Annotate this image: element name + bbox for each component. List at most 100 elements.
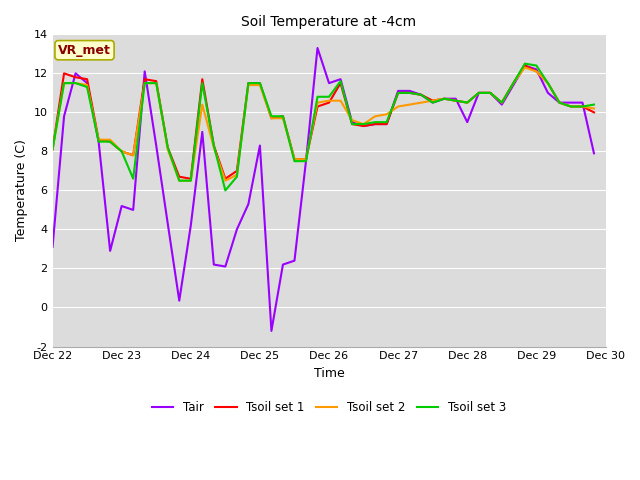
Tsoil set 1 xyxy=(371,121,379,127)
Tsoil set 2 xyxy=(129,153,137,158)
Line: Tsoil set 1: Tsoil set 1 xyxy=(52,66,594,179)
Tsoil set 3 xyxy=(486,90,494,96)
Tsoil set 2 xyxy=(544,80,552,86)
Tsoil set 1 xyxy=(187,176,195,181)
Tsoil set 1 xyxy=(429,98,436,104)
Tsoil set 1 xyxy=(544,80,552,86)
Tsoil set 2 xyxy=(556,100,563,106)
Tair xyxy=(567,100,575,106)
Tsoil set 2 xyxy=(152,80,160,86)
Tsoil set 2 xyxy=(268,115,275,121)
Tsoil set 3 xyxy=(348,121,356,127)
Tsoil set 1 xyxy=(49,146,56,152)
Tsoil set 1 xyxy=(233,168,241,174)
Tair xyxy=(486,90,494,96)
Tair xyxy=(233,227,241,232)
Tair xyxy=(475,90,483,96)
Tair xyxy=(429,100,436,106)
Tsoil set 1 xyxy=(198,76,206,82)
Tair xyxy=(83,80,91,86)
Tsoil set 1 xyxy=(440,96,448,102)
Tair xyxy=(175,298,183,303)
Tsoil set 3 xyxy=(325,94,333,100)
Tair xyxy=(164,221,172,227)
Tair xyxy=(394,88,402,94)
Tsoil set 2 xyxy=(314,100,321,106)
Tsoil set 1 xyxy=(164,144,172,150)
Tsoil set 3 xyxy=(152,80,160,86)
Tsoil set 2 xyxy=(521,65,529,71)
Tair xyxy=(152,143,160,148)
Tsoil set 1 xyxy=(406,90,413,96)
Tsoil set 1 xyxy=(60,71,68,76)
Tsoil set 2 xyxy=(440,96,448,102)
Tsoil set 3 xyxy=(498,100,506,106)
Tsoil set 1 xyxy=(452,98,460,104)
Tair xyxy=(532,67,540,72)
Tsoil set 2 xyxy=(95,137,102,143)
Tsoil set 1 xyxy=(360,123,367,129)
Tsoil set 3 xyxy=(463,100,471,106)
Tair xyxy=(198,129,206,135)
Tair xyxy=(49,244,56,250)
Tsoil set 3 xyxy=(72,80,79,86)
Tsoil set 1 xyxy=(95,137,102,143)
Tair xyxy=(440,96,448,102)
Tsoil set 1 xyxy=(532,69,540,74)
Tsoil set 2 xyxy=(141,80,148,86)
Line: Tsoil set 2: Tsoil set 2 xyxy=(52,68,594,180)
Tair xyxy=(279,262,287,267)
Tsoil set 1 xyxy=(509,80,517,86)
Tsoil set 3 xyxy=(383,119,390,125)
Tsoil set 1 xyxy=(175,174,183,180)
Tair xyxy=(244,201,252,207)
Tsoil set 2 xyxy=(590,106,598,111)
Tsoil set 3 xyxy=(141,80,148,86)
Tsoil set 1 xyxy=(556,100,563,106)
Tsoil set 3 xyxy=(532,63,540,69)
Tair xyxy=(106,248,114,254)
Tair xyxy=(579,100,586,106)
Tsoil set 3 xyxy=(129,176,137,181)
Tsoil set 1 xyxy=(268,115,275,121)
Tsoil set 3 xyxy=(175,178,183,183)
Tsoil set 2 xyxy=(509,80,517,86)
Tair xyxy=(590,150,598,156)
Title: Soil Temperature at -4cm: Soil Temperature at -4cm xyxy=(241,15,417,29)
Tsoil set 2 xyxy=(383,111,390,117)
Tsoil set 1 xyxy=(129,153,137,158)
X-axis label: Time: Time xyxy=(314,367,344,380)
Tsoil set 1 xyxy=(590,109,598,115)
Tsoil set 1 xyxy=(567,104,575,109)
Tair xyxy=(417,92,425,98)
Tsoil set 3 xyxy=(244,80,252,86)
Tsoil set 3 xyxy=(521,60,529,66)
Tsoil set 1 xyxy=(152,78,160,84)
Tair xyxy=(118,203,125,209)
Tsoil set 3 xyxy=(440,96,448,102)
Tsoil set 1 xyxy=(486,90,494,96)
Tsoil set 3 xyxy=(371,119,379,125)
Tsoil set 2 xyxy=(244,82,252,88)
Tsoil set 2 xyxy=(498,100,506,106)
Tsoil set 2 xyxy=(175,178,183,183)
Tsoil set 2 xyxy=(532,69,540,74)
Tsoil set 1 xyxy=(118,148,125,154)
Tsoil set 3 xyxy=(187,178,195,183)
Tair xyxy=(325,80,333,86)
Tsoil set 1 xyxy=(221,176,229,181)
Tsoil set 3 xyxy=(198,80,206,86)
Tsoil set 3 xyxy=(118,148,125,154)
Tair xyxy=(314,45,321,51)
Tair xyxy=(360,123,367,129)
Tsoil set 3 xyxy=(233,174,241,180)
Tsoil set 3 xyxy=(106,139,114,144)
Tsoil set 1 xyxy=(291,156,298,162)
Tsoil set 3 xyxy=(556,100,563,106)
Tsoil set 3 xyxy=(221,188,229,193)
Tsoil set 2 xyxy=(360,121,367,127)
Tsoil set 1 xyxy=(498,100,506,106)
Tair xyxy=(498,102,506,108)
Tsoil set 3 xyxy=(544,80,552,86)
Tair xyxy=(383,121,390,127)
